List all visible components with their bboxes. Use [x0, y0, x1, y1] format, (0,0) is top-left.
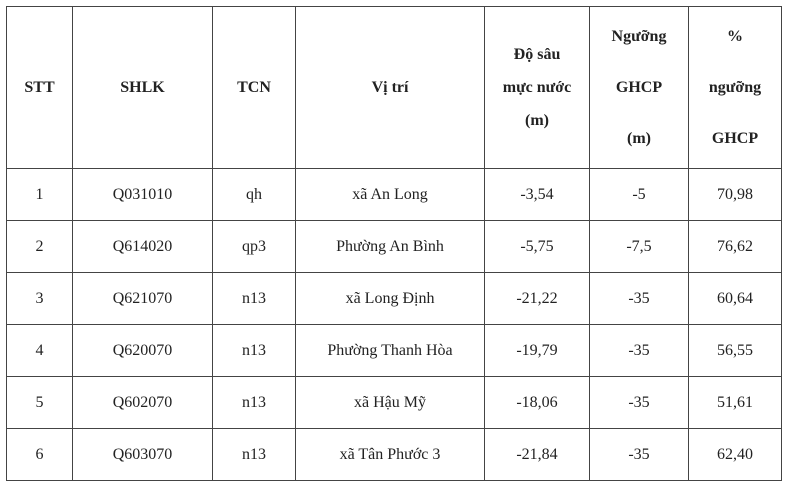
table-cell: 70,98 — [688, 168, 782, 221]
table-cell: 4 — [6, 324, 73, 377]
header-cell: STT — [6, 6, 73, 169]
table-cell: -7,5 — [589, 220, 689, 273]
header-text: (m) — [525, 112, 549, 129]
table-cell: xã An Long — [295, 168, 485, 221]
table-cell: qp3 — [212, 220, 296, 273]
table-cell: -35 — [589, 324, 689, 377]
table-cell: n13 — [212, 324, 296, 377]
table-cell: Q614020 — [72, 220, 213, 273]
header-cell: TCN — [212, 6, 296, 169]
table-cell: -5,75 — [484, 220, 590, 273]
table-body: 1 Q031010 qh xã An Long -3,54 -5 70,98 2 Q614020… — [6, 168, 782, 481]
table-cell: -35 — [589, 428, 689, 481]
table-cell: -21,84 — [484, 428, 590, 481]
table-cell: -35 — [589, 272, 689, 325]
data-table: STT SHLK TCN Vị trí Độ sâu mực nước (m) Ngưỡng G… — [6, 6, 782, 481]
table-cell: -5 — [589, 168, 689, 221]
table-cell: 2 — [6, 220, 73, 273]
header-cell: Vị trí — [295, 6, 485, 169]
header-text: Ngưỡng — [611, 28, 667, 45]
table-row: 2 Q614020 qp3 Phường An Bình -5,75 -7,5 76,62 — [6, 220, 782, 273]
table-cell: -3,54 — [484, 168, 590, 221]
table-cell: 56,55 — [688, 324, 782, 377]
table-row: 3 Q621070 n13 xã Long Định -21,22 -35 60,64 — [6, 272, 782, 325]
header-cell: Ngưỡng GHCP (m) — [589, 6, 689, 169]
table-cell: Phường An Bình — [295, 220, 485, 273]
table-cell: 3 — [6, 272, 73, 325]
header-text: Độ sâu — [513, 46, 561, 63]
header-cell: SHLK — [72, 6, 213, 169]
table-cell: xã Hậu Mỹ — [295, 376, 485, 429]
table-cell: Q602070 — [72, 376, 213, 429]
table-cell: Q621070 — [72, 272, 213, 325]
table-row: 4 Q620070 n13 Phường Thanh Hòa -19,79 -35 56,5… — [6, 324, 782, 377]
header-row: STT SHLK TCN Vị trí Độ sâu mực nước (m) Ngưỡng G… — [6, 6, 782, 169]
header-text: STT — [24, 79, 55, 96]
table-cell: -19,79 — [484, 324, 590, 377]
table-row: 6 Q603070 n13 xã Tân Phước 3 -21,84 -35 62,40 — [6, 428, 782, 481]
header-text: ngưỡng — [708, 79, 762, 96]
table-cell: xã Long Định — [295, 272, 485, 325]
header-text: GHCP — [615, 79, 663, 96]
table-cell: Q031010 — [72, 168, 213, 221]
table-cell: -21,22 — [484, 272, 590, 325]
header-cell: % ngưỡng GHCP — [688, 6, 782, 169]
table-cell: 1 — [6, 168, 73, 221]
table-cell: 5 — [6, 376, 73, 429]
table-cell: -35 — [589, 376, 689, 429]
table-cell: 76,62 — [688, 220, 782, 273]
table-cell: Q603070 — [72, 428, 213, 481]
header-cell: Độ sâu mực nước (m) — [484, 6, 590, 169]
header-text: SHLK — [120, 79, 165, 96]
table-row: 1 Q031010 qh xã An Long -3,54 -5 70,98 — [6, 168, 782, 221]
header-text: GHCP — [711, 130, 759, 147]
header-text: % — [727, 28, 743, 45]
table-cell: -18,06 — [484, 376, 590, 429]
table-cell: 51,61 — [688, 376, 782, 429]
table-cell: xã Tân Phước 3 — [295, 428, 485, 481]
header-text: Vị trí — [371, 79, 409, 96]
table-cell: 60,64 — [688, 272, 782, 325]
table-cell: n13 — [212, 376, 296, 429]
table-cell: Phường Thanh Hòa — [295, 324, 485, 377]
header-text: TCN — [237, 79, 271, 96]
table-cell: n13 — [212, 272, 296, 325]
table-cell: 62,40 — [688, 428, 782, 481]
table-cell: 6 — [6, 428, 73, 481]
header-text: (m) — [627, 130, 651, 147]
table-cell: n13 — [212, 428, 296, 481]
table-row: 5 Q602070 n13 xã Hậu Mỹ -18,06 -35 51,61 — [6, 376, 782, 429]
table-cell: qh — [212, 168, 296, 221]
header-text: mực nước — [502, 79, 572, 96]
table-cell: Q620070 — [72, 324, 213, 377]
